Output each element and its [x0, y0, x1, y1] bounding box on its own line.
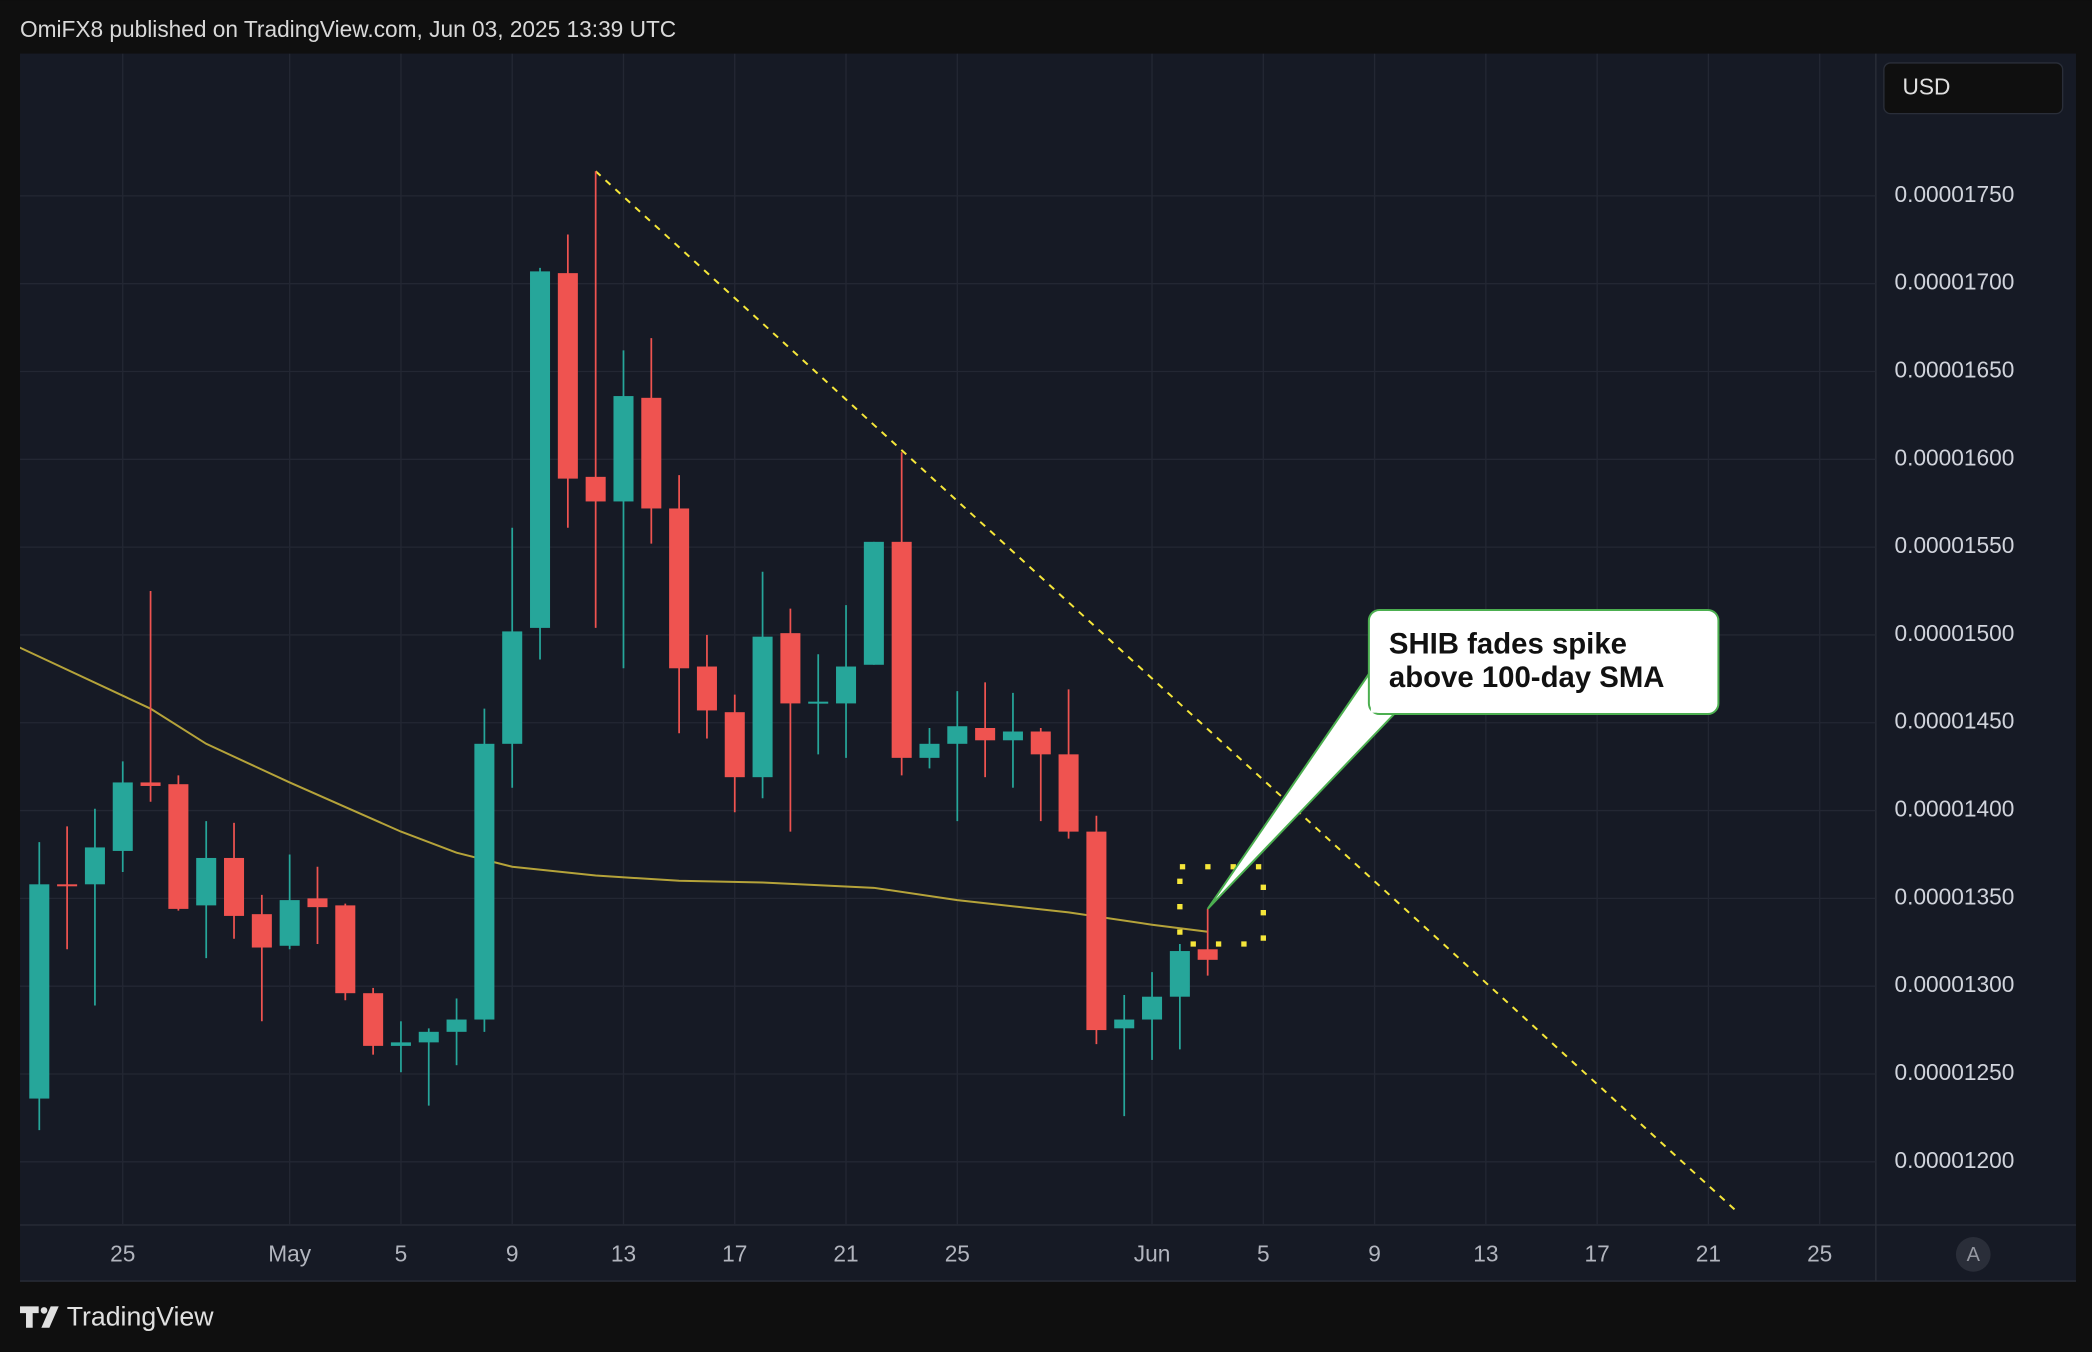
highlight-box: [1177, 864, 1266, 947]
candle-body: [1142, 996, 1163, 1020]
x-tick-label: 25: [1807, 1241, 1832, 1267]
candle-body: [780, 633, 801, 704]
callout-box: [1367, 608, 1720, 716]
candle-body: [1086, 831, 1107, 1031]
candle-body: [947, 726, 968, 744]
candle-body: [1197, 949, 1218, 960]
candle-body: [1002, 731, 1023, 741]
y-tick-label: 0.00001600: [1895, 444, 2015, 470]
x-tick-label: 9: [506, 1241, 519, 1267]
y-tick-label: 0.00001750: [1895, 181, 2015, 207]
currency[interactable]: USD: [1903, 73, 1951, 99]
y-tick-label: 0.00001650: [1895, 356, 2015, 382]
y-tick-label: 0.00001350: [1895, 883, 2015, 909]
candle-body: [891, 541, 912, 758]
candle-body: [1030, 731, 1051, 755]
x-tick-label: 9: [1368, 1241, 1381, 1267]
candle-body: [1169, 951, 1190, 997]
candle-body: [279, 900, 300, 946]
candle-body: [251, 914, 272, 948]
x-tick-label: 21: [833, 1241, 858, 1267]
candle-body: [363, 993, 384, 1046]
brand: TradingView: [67, 1301, 215, 1331]
callout-mask: [1370, 667, 1398, 713]
axes: 25 May 5 9 13 17 21 25 Jun 5 9 13 17 21 25 0.00001200 0.…: [110, 181, 2014, 1267]
y-tick-label: 0.00001500: [1895, 620, 2015, 646]
candle-body: [863, 541, 884, 665]
y-tick-label: 0.00001400: [1895, 796, 2015, 822]
candle-body: [335, 905, 356, 994]
x-tick-label: 25: [945, 1241, 970, 1267]
candle-body: [84, 847, 105, 885]
candle-body: [919, 743, 940, 758]
candle-body: [696, 666, 717, 711]
candle-body: [613, 396, 634, 502]
x-tick-label: 13: [1473, 1241, 1498, 1267]
candle-body: [530, 271, 551, 628]
candle-body: [808, 701, 829, 704]
x-tick-label: 13: [611, 1241, 636, 1267]
candle-body: [836, 666, 857, 704]
logo-part: [40, 1307, 48, 1314]
x-tick-label: Jun: [1134, 1241, 1171, 1267]
logo-part: [20, 1306, 39, 1328]
x-tick-label: 5: [395, 1241, 408, 1267]
candle-body: [724, 712, 745, 778]
y-tick-label: 0.00001250: [1895, 1059, 2015, 1085]
callout-text: above 100-day SMA: [1389, 661, 1665, 694]
y-tick-label: 0.00001450: [1895, 708, 2015, 734]
y-tick-label: 0.00001300: [1895, 971, 2015, 997]
candle-body: [390, 1042, 411, 1046]
candle-body: [585, 476, 606, 502]
header: OmiFX8 published on TradingView.com, Jun…: [20, 16, 676, 42]
candle-body: [474, 743, 495, 1020]
brand-logo: [20, 1306, 59, 1328]
candle-body: [57, 884, 78, 887]
candle-body: [168, 784, 189, 909]
candle-body: [1058, 754, 1079, 832]
logo-part: [41, 1306, 59, 1328]
candle-body: [307, 898, 328, 908]
sma-line: [20, 646, 1208, 933]
x-tick-label: 17: [1585, 1241, 1610, 1267]
candle-body: [418, 1031, 439, 1043]
candle-body: [641, 397, 662, 509]
candle-body: [29, 884, 50, 1099]
y-tick-label: 0.00001550: [1895, 532, 2015, 558]
x-tick-label: 25: [110, 1241, 135, 1267]
candle-body: [1114, 1019, 1135, 1029]
auto-scale-label[interactable]: A: [1967, 1244, 1981, 1266]
x-tick-label: May: [268, 1241, 311, 1267]
candle-body: [224, 857, 245, 916]
x-tick-label: 21: [1696, 1241, 1721, 1267]
currency-box[interactable]: [1883, 62, 2064, 115]
candle-body: [752, 636, 773, 778]
y-tick-label: 0.00001200: [1895, 1147, 2015, 1173]
auto-scale-button[interactable]: [1955, 1237, 1991, 1272]
x-tick-label: 5: [1257, 1241, 1270, 1267]
x-tick-label: 17: [722, 1241, 747, 1267]
candle-body: [557, 273, 578, 479]
candle-body: [669, 508, 690, 669]
candle-body: [975, 728, 996, 741]
candle-body: [140, 782, 161, 786]
candle-body: [502, 631, 523, 744]
candle-body: [112, 782, 133, 851]
price-axis-background: [1875, 53, 2076, 1282]
trendline: [594, 170, 1737, 1212]
callout-text: SHIB fades spike: [1389, 628, 1627, 661]
candle-body: [196, 857, 217, 906]
candle-body: [446, 1019, 467, 1032]
y-tick-label: 0.00001700: [1895, 269, 2015, 295]
